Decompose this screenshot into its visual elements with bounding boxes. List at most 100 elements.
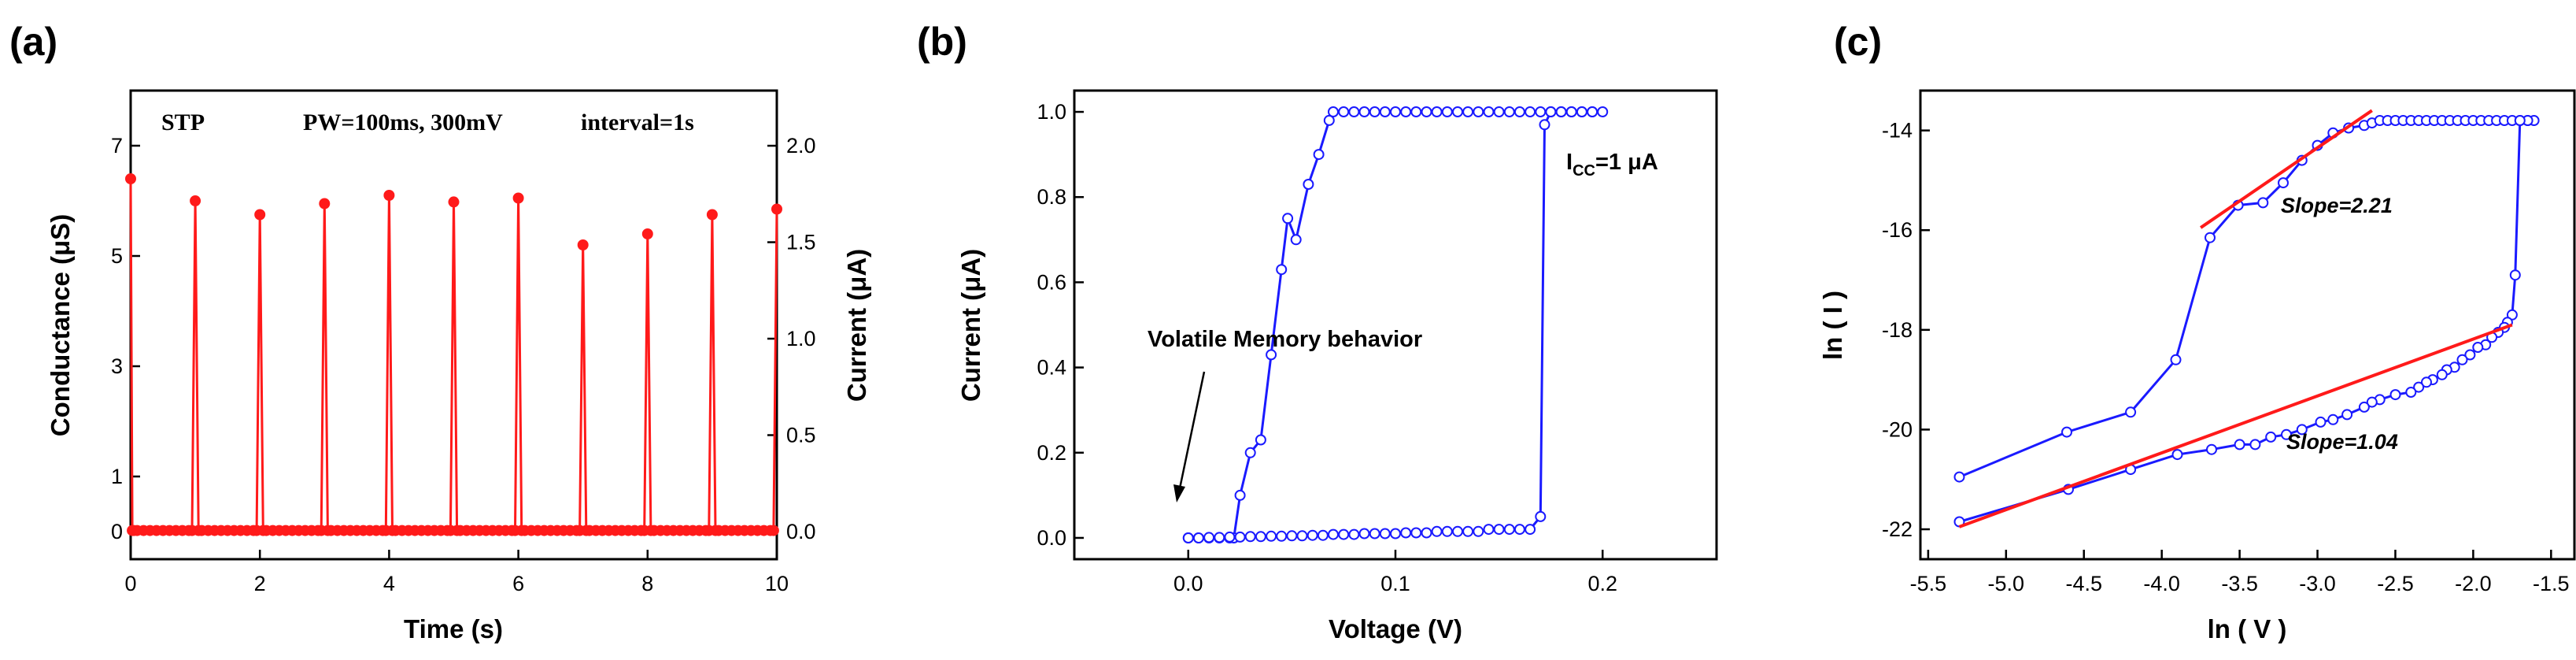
iv-sweep-point <box>1473 525 1484 537</box>
panel-a-chart: 0 1 3 5 7 0.0 0.5 1.0 1.5 2.0 0 2 4 6 8 10 STP PW=100… <box>46 89 871 643</box>
conductance-point <box>254 209 266 221</box>
x-axis-c-tick-label: -3.5 <box>2221 572 2258 595</box>
fit-line-2 <box>1958 323 2513 528</box>
panel-label-a: (a) <box>9 20 57 64</box>
x-axis-c-tick-label: -2.0 <box>2455 572 2492 595</box>
iv-sweep-point <box>1303 179 1314 190</box>
iv-sweep-point <box>1597 106 1609 117</box>
y2-axis-a-tick-label: 0.0 <box>786 520 816 543</box>
iv-sweep-point <box>1296 530 1308 542</box>
y-axis-b-tick-label: 0.2 <box>1037 441 1066 465</box>
annotation-interval: interval=1s <box>581 109 694 135</box>
y2-axis-a-tick-label: 1.5 <box>786 231 816 254</box>
iv-sweep-point <box>1483 106 1495 117</box>
y-axis-title-a: Conductance (μS) <box>46 214 75 436</box>
compliance-value: =1 μA <box>1595 150 1658 175</box>
iv-sweep-point <box>1266 349 1277 361</box>
iv-sweep-point <box>1313 149 1325 161</box>
y-axis-title-c: ln ( I ) <box>1818 291 1847 360</box>
ln-iv-point <box>2341 409 2353 421</box>
iv-sweep-point <box>1503 106 1515 117</box>
x-axis-title-c: ln ( V ) <box>2208 614 2287 643</box>
y2-axis-title-a: Current (μA) <box>842 249 871 402</box>
iv-sweep-point <box>1323 114 1335 126</box>
ln-iv-point <box>2509 269 2521 281</box>
y-axis-c-tick-label: -20 <box>1882 417 1913 441</box>
conductance-point <box>448 196 460 208</box>
iv-sweep-point <box>1338 528 1350 540</box>
x-axis-c-tick-label: -5.0 <box>1988 572 2025 595</box>
y-axis-b-tick-label: 1.0 <box>1037 100 1066 124</box>
x-ticks-c: -5.5 -5.0 -4.5 -4.0 -3.5 -3.0 -2.5 -2.0 -1.5 <box>1910 550 2570 595</box>
series-a <box>125 173 782 536</box>
x-axis-c-tick-label: -5.5 <box>1910 572 1947 595</box>
x-axis-c-tick-label: -3.0 <box>2299 572 2336 595</box>
iv-sweep-point <box>1290 234 1302 246</box>
iv-sweep-line <box>1188 110 1603 539</box>
iv-sweep-point <box>1286 530 1298 542</box>
x-axis-c-tick-label: -4.0 <box>2143 572 2180 595</box>
x-axis-a-tick-label: 4 <box>383 572 395 595</box>
iv-sweep-point <box>1348 106 1360 117</box>
ln-iv-point <box>2206 443 2217 455</box>
panel-label-c: (c) <box>1834 20 1882 64</box>
y-axis-c-tick-label: -14 <box>1882 119 1913 143</box>
ln-iv-point <box>2265 431 2277 443</box>
y-axis-a-tick-label: 7 <box>111 134 123 158</box>
x-axis-a-tick-label: 6 <box>512 572 524 595</box>
iv-sweep-point <box>1244 531 1256 543</box>
iv-sweep-point <box>1317 529 1329 541</box>
y-ticks-c: -22 -20 -18 -16 -14 <box>1882 119 1930 541</box>
ln-iv-point <box>2472 342 2484 353</box>
ln-iv-point <box>2389 389 2401 401</box>
iv-sweep-point <box>1441 525 1453 537</box>
iv-sweep-point <box>1390 106 1401 117</box>
ln-iv-point <box>2281 428 2292 440</box>
iv-sweep-point <box>1182 532 1194 543</box>
y-axis-a-tick-label: 3 <box>111 354 123 378</box>
iv-sweep-point <box>1400 527 1412 539</box>
ln-iv-point <box>2257 197 2269 209</box>
iv-sweep-point <box>1379 528 1391 539</box>
conductance-point <box>319 198 331 209</box>
conductance-point <box>641 228 653 239</box>
iv-sweep-point <box>1525 106 1536 117</box>
conductance-point <box>125 173 136 184</box>
iv-sweep-point <box>1306 529 1318 541</box>
ln-iv-point <box>2205 232 2216 243</box>
x-axis-c-tick-label: -4.5 <box>2065 572 2102 595</box>
y-axis-b-tick-label: 0.0 <box>1037 526 1066 550</box>
iv-sweep-point <box>1503 524 1515 536</box>
conductance-point <box>767 525 779 536</box>
iv-sweep-point <box>1234 489 1246 501</box>
iv-sweep-point <box>1328 528 1339 540</box>
iv-sweep-point <box>1545 106 1557 117</box>
conductance-point <box>190 195 201 206</box>
conductance-point <box>383 190 395 201</box>
fit-lines-c <box>1958 109 2513 528</box>
iv-sweep-point <box>1565 106 1577 117</box>
ln-iv-point <box>2234 439 2245 451</box>
ln-iv-point <box>2413 381 2425 393</box>
iv-sweep-point <box>1282 213 1294 224</box>
ln-iv-point <box>2514 115 2526 126</box>
annotation-slope-high: Slope=2.21 <box>2281 194 2393 217</box>
iv-sweep-point <box>1276 530 1288 542</box>
y-axis-a-tick-label: 0 <box>111 520 123 543</box>
iv-sweep-point <box>1535 510 1547 522</box>
x-axis-c-tick-label: -1.5 <box>2533 572 2570 595</box>
iv-sweep-point <box>1462 525 1474 537</box>
iv-sweep-point <box>1525 524 1536 536</box>
ln-iv-point <box>2405 387 2417 398</box>
iv-sweep-point <box>1369 106 1380 117</box>
ln-iv-point <box>2278 177 2289 189</box>
y-axis-c-tick-label: -18 <box>1882 318 1913 342</box>
iv-sweep-point <box>1462 106 1474 117</box>
iv-sweep-point <box>1431 106 1443 117</box>
ln-iv-point <box>2464 349 2476 361</box>
compliance-sub: CC <box>1573 162 1595 180</box>
iv-sweep-point <box>1513 106 1525 117</box>
x-axis-a-tick-label: 0 <box>124 572 136 595</box>
ln-iv-line <box>1958 119 2534 523</box>
panel-label-b: (b) <box>917 20 967 64</box>
